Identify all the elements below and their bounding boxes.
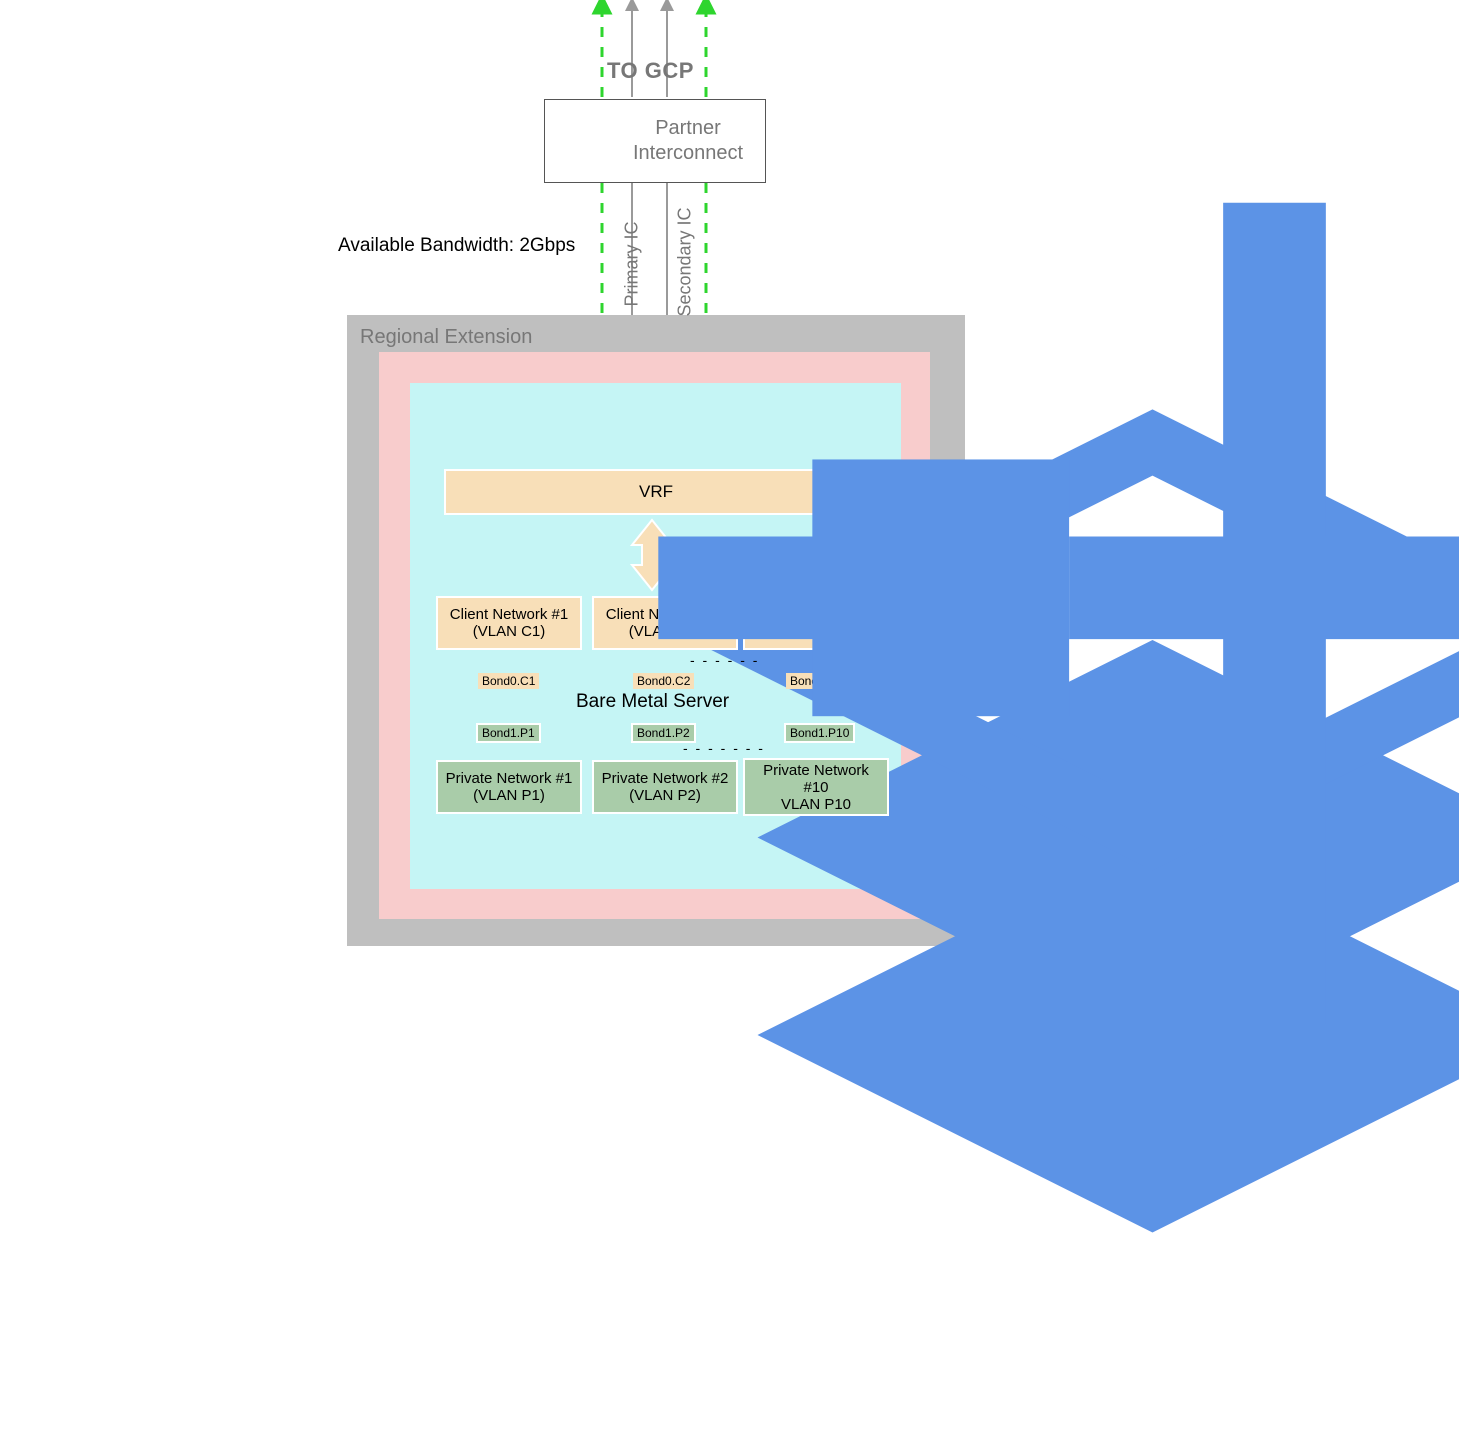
regional-extension-title: Regional Extension <box>360 326 532 349</box>
bond0-c2-label: Bond0.C2 <box>633 673 694 689</box>
to-gcp-label: TO GCP <box>607 58 694 84</box>
bond1-p2-label: Bond1.P2 <box>633 725 694 741</box>
private-network-10-num: #10 <box>803 779 828 796</box>
bare-metal-server-label: Bare Metal Server <box>576 691 729 713</box>
client-network-1: Client Network #1 (VLAN C1) <box>438 598 580 648</box>
private-network-2: Private Network #2 (VLAN P2) <box>594 762 736 812</box>
private-network-10: Private Network #10 VLAN P10 <box>745 760 887 814</box>
private-network-2-vlan: (VLAN P2) <box>629 787 701 804</box>
interconnect-icon <box>567 121 615 161</box>
bond1-p1-label: Bond1.P1 <box>478 725 539 741</box>
client-network-10: Client Network #10 (VLAN C10) <box>745 598 887 648</box>
ellipsis-top: - - - - - - <box>690 652 759 668</box>
partner-interconnect-label: Partner Interconnect <box>633 116 743 166</box>
client-network-1-vlan: (VLAN C1) <box>473 623 546 640</box>
ellipsis-bottom: - - - - - - - <box>683 740 765 756</box>
private-network-10-vlan: VLAN P10 <box>781 796 851 813</box>
available-bandwidth-label: Available Bandwidth: 2Gbps <box>338 235 575 257</box>
private-network-1-name: Private Network #1 <box>446 770 573 787</box>
private-network-1: Private Network #1 (VLAN P1) <box>438 762 580 812</box>
client-network-10-name: Client Network #10 <box>753 606 880 623</box>
layer-stack-icon <box>423 403 475 455</box>
client-network-2-name: Client Network #2 <box>606 606 724 623</box>
secondary-ic-label: Secondary IC <box>675 197 696 317</box>
bond0-c10-label: Bond0.C10 <box>786 673 854 689</box>
client-network-10-vlan: (VLAN C10) <box>776 623 857 640</box>
partner-interconnect-box: Partner Interconnect <box>544 99 766 183</box>
primary-ic-label: Primary IC <box>622 207 643 307</box>
bond1-p10-label: Bond1.P10 <box>786 725 853 741</box>
private-network-2-name: Private Network #2 <box>602 770 729 787</box>
bond0-c1-label: Bond0.C1 <box>478 673 539 689</box>
private-network-1-vlan: (VLAN P1) <box>473 787 545 804</box>
client-network-2: Client Network #2 (VLAN C2) <box>594 598 736 648</box>
client-network-2-vlan: (VLAN C2) <box>629 623 702 640</box>
client-network-1-name: Client Network #1 <box>450 606 568 623</box>
vrf-label: VRF <box>639 482 673 502</box>
diagram-canvas: Regional Extension VRF Client Network #1… <box>0 0 1459 1027</box>
vrf-box: VRF <box>446 471 866 513</box>
private-network-10-name: Private Network <box>763 762 869 779</box>
